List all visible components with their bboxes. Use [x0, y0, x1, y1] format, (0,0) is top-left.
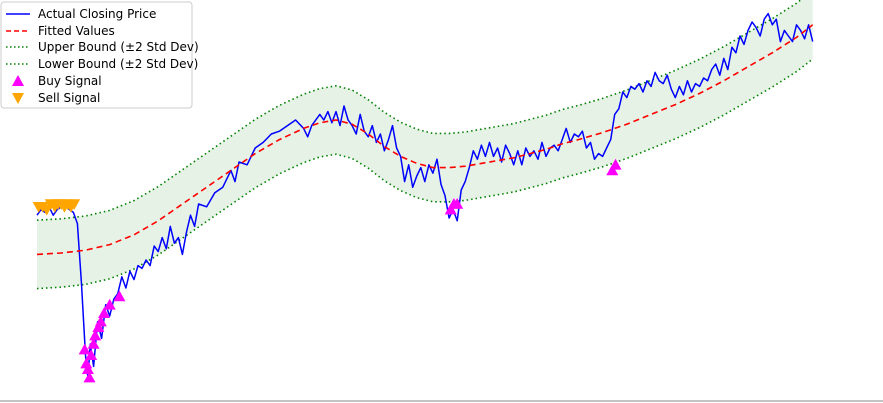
- buy-signal-marker: [85, 349, 98, 360]
- legend-fitted-label: Fitted Values: [38, 24, 115, 38]
- buy-signal-marker: [451, 198, 464, 209]
- buy-signal-marker: [81, 363, 94, 374]
- buy-signal-marker: [92, 321, 105, 332]
- legend: Actual Closing Price Fitted Values Upper…: [0, 1, 199, 109]
- fitted-values-line: [36, 24, 814, 256]
- legend-lower-label: Lower Bound (±2 Std Dev): [38, 57, 198, 71]
- buy-signal-marker: [94, 315, 107, 327]
- buy-signal-marker: [89, 329, 102, 341]
- legend-buy-label: Buy Signal: [38, 74, 102, 88]
- buy-signal-marker: [87, 338, 100, 349]
- buy-signal-marker: [113, 290, 126, 302]
- buy-signal-marker: [606, 164, 619, 176]
- buy-signal-marker: [444, 203, 457, 215]
- confidence-band-fill: [37, 0, 813, 289]
- legend-sell-marker: [12, 93, 24, 104]
- upper-bound-line: [36, 0, 802, 221]
- legend-upper-label: Upper Bound (±2 Std Dev): [38, 40, 199, 54]
- plot-area: [32, 0, 814, 383]
- buy-signal-marker: [609, 158, 622, 170]
- legend-actual-label: Actual Closing Price: [38, 7, 156, 21]
- legend-sell-label: Sell Signal: [38, 91, 100, 105]
- buy-signal-marker: [78, 343, 91, 355]
- buy-signal-marker: [98, 307, 111, 318]
- legend-box: [0, 1, 193, 109]
- legend-buy-marker: [12, 75, 24, 86]
- buy-signal-marker: [83, 371, 96, 383]
- actual-price-line: [36, 12, 814, 379]
- buy-signal-marker: [103, 298, 116, 310]
- sell-signal-marker: [68, 199, 81, 210]
- lower-bound-line: [36, 58, 814, 290]
